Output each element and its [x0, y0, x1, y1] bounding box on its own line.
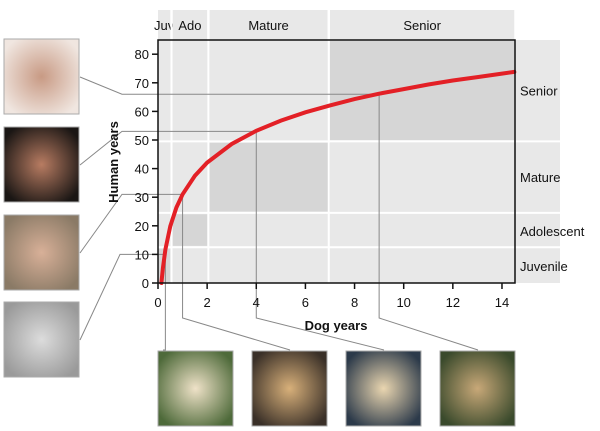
x-tick-label: 6	[302, 295, 309, 310]
x-axis-label: Dog years	[305, 318, 368, 333]
dog-stage-header	[209, 10, 328, 40]
dog-stage-header	[329, 10, 515, 40]
x-tick-label: 2	[204, 295, 211, 310]
y-tick-label: 10	[135, 247, 149, 262]
dog-stage-header	[158, 10, 171, 40]
human-photo	[3, 126, 80, 203]
y-tick-label: 0	[142, 276, 149, 291]
y-tick-label: 20	[135, 219, 149, 234]
dog-stage-label: Ado	[178, 18, 201, 33]
stage-highlight-box	[209, 142, 330, 212]
plot-frame	[157, 39, 516, 284]
human-photo	[3, 38, 80, 115]
dog-leader-line	[255, 131, 385, 351]
x-tick-label: 12	[446, 295, 460, 310]
human-stage-label: Juvenile	[520, 259, 568, 274]
dog-leader-line	[182, 194, 291, 351]
y-tick-label: 40	[135, 162, 149, 177]
y-tick-label: 80	[135, 47, 149, 62]
x-tick-label: 10	[396, 295, 410, 310]
x-tick-label: 4	[253, 295, 260, 310]
human-photo	[3, 301, 80, 378]
stage-bands: Juv Ado Mature Senior Senior Mature Adolescent…	[154, 10, 585, 283]
dog-photo	[439, 350, 516, 427]
dog-photo	[157, 350, 234, 427]
human-stage-label: Adolescent	[520, 224, 585, 239]
stage-highlight-box	[172, 214, 208, 246]
dog-photo	[345, 350, 422, 427]
human-leader-line	[79, 193, 183, 254]
human-leader-line	[79, 130, 257, 166]
x-tick-label: 14	[495, 295, 509, 310]
human-leader-line	[79, 76, 380, 95]
human-photo	[3, 214, 80, 291]
y-tick-label: 70	[135, 76, 149, 91]
human-stage-band	[515, 40, 560, 283]
dog-stage-label: Juv	[154, 18, 175, 33]
dog-stage-label: Mature	[248, 18, 288, 33]
axes: 0 2 4 6 8 10 12 14 0 10 20 30 40 50 60 70 80	[135, 47, 510, 310]
y-tick-label: 60	[135, 104, 149, 119]
photos	[3, 38, 516, 427]
human-stage-label: Mature	[520, 170, 560, 185]
y-tick-label: 30	[135, 190, 149, 205]
dog-stage-header	[172, 10, 208, 40]
leader-lines	[79, 76, 479, 351]
dog-leader-line	[378, 94, 479, 351]
x-tick-label: 8	[351, 295, 358, 310]
dog-photo	[251, 350, 328, 427]
x-tick-label: 0	[154, 295, 161, 310]
dog-stage-label: Senior	[403, 18, 441, 33]
y-tick-label: 50	[135, 133, 149, 148]
human-stage-label: Senior	[520, 84, 558, 99]
dog-leader-line	[163, 254, 166, 351]
age-curve	[159, 69, 517, 285]
y-axis-label: Human years	[106, 121, 121, 203]
stage-highlight-box	[329, 41, 515, 140]
human-leader-line	[79, 253, 166, 341]
